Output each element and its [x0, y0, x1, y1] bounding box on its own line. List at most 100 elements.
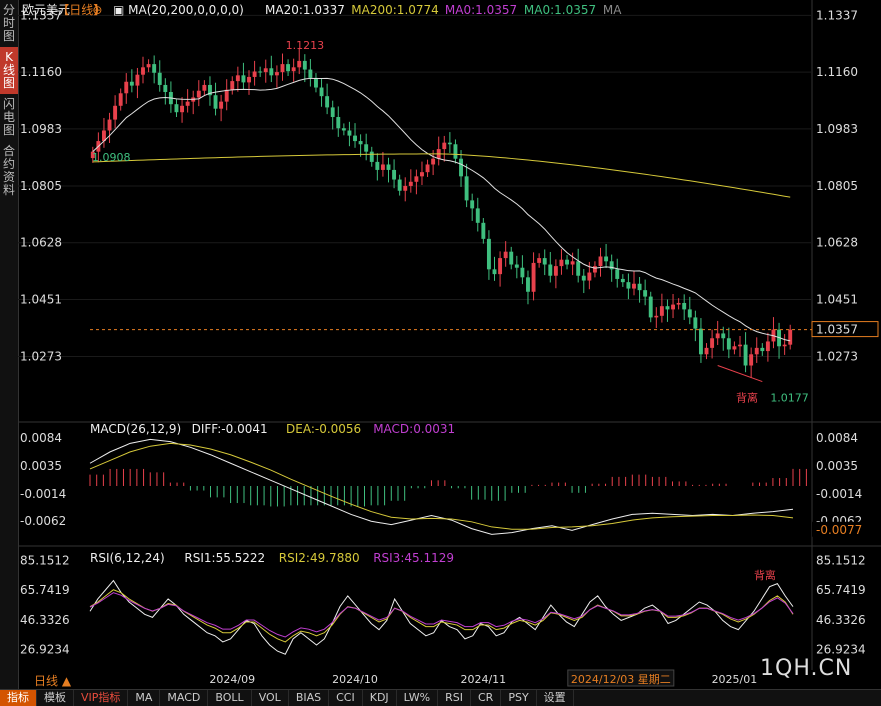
- candle-body: [157, 72, 162, 85]
- toolbar-button[interactable]: VIP指标: [74, 690, 129, 706]
- toolbar-button[interactable]: 设置: [537, 690, 574, 706]
- sidebar-tab[interactable]: 合约资料: [2, 144, 15, 197]
- candle-body: [626, 282, 631, 289]
- price-tick-label: 1.0805: [20, 179, 62, 193]
- candle-body: [671, 304, 675, 310]
- candle-body: [514, 264, 519, 268]
- rsi-tick-label: 26.9234: [816, 643, 866, 657]
- price-header-item: ▣ MA(20,200,0,0,0,0): [113, 3, 244, 17]
- candle-body: [219, 101, 224, 109]
- candle-body: [380, 164, 385, 170]
- candle-body: [604, 256, 609, 262]
- candle-body: [565, 259, 569, 265]
- sidebar-tab[interactable]: 闪电图: [2, 97, 15, 137]
- toolbar-button[interactable]: MA: [128, 690, 161, 706]
- candle-body: [252, 71, 257, 77]
- toolbar-button[interactable]: BIAS: [289, 690, 330, 706]
- toolbar-button[interactable]: LW%: [397, 690, 439, 706]
- candle-body: [330, 107, 335, 118]
- candle-body: [676, 302, 681, 305]
- candle-body: [637, 283, 642, 291]
- candle-body: [358, 141, 363, 145]
- price-panel: 1.1213 1.0908 1.0177 背离: [90, 39, 812, 404]
- candle-body: [107, 119, 112, 131]
- macd-header-item: MACD:0.0031: [373, 422, 455, 436]
- toolbar-button[interactable]: RSI: [438, 690, 471, 706]
- rsi-tick-label: 65.7419: [816, 583, 866, 597]
- rsi-header-item: RSI3:45.1129: [373, 551, 454, 565]
- candle-body: [196, 90, 201, 98]
- candle-body: [531, 262, 536, 292]
- chart-canvas[interactable]: 1.1213 1.0908 1.0177 背离 背离 1.1337 1.1337 1.11…: [18, 0, 881, 689]
- candle-body: [235, 75, 240, 82]
- low-annotation: 1.0177: [770, 391, 809, 404]
- candle-body: [609, 261, 614, 270]
- candle-body: [682, 302, 687, 310]
- candle-body: [208, 84, 212, 96]
- macd-panel: [89, 438, 807, 535]
- candle-body: [247, 76, 251, 83]
- rsi-tick-label: 85.1512: [816, 553, 866, 567]
- current-price-label: 1.0357: [816, 323, 858, 337]
- toolbar-button[interactable]: VOL: [252, 690, 289, 706]
- toolbar-button[interactable]: MACD: [160, 690, 209, 706]
- candle-body: [665, 306, 670, 310]
- candle-body: [743, 344, 748, 366]
- candle-body: [537, 258, 542, 263]
- candle-body: [353, 135, 357, 142]
- rsi-header-item: RSI2:49.7880: [279, 551, 360, 565]
- candle-body: [152, 64, 157, 73]
- price-tick-label: 1.0983: [816, 122, 858, 136]
- macd-current-box: [812, 521, 878, 537]
- toolbar-button[interactable]: CCI: [329, 690, 363, 706]
- candle-body: [492, 269, 497, 275]
- toolbar-button[interactable]: 模板: [37, 690, 74, 706]
- candle-body: [698, 328, 703, 355]
- toolbar-button[interactable]: 指标: [0, 690, 37, 706]
- grid: [18, 0, 881, 670]
- candle-body: [392, 169, 397, 180]
- date-label: 2024/10: [332, 673, 378, 686]
- candle-body: [620, 278, 625, 283]
- price-header-item: MA: [603, 3, 622, 17]
- candle-body: [141, 67, 145, 75]
- candle-body: [425, 164, 430, 173]
- period-label[interactable]: 日线 ▲: [34, 674, 72, 688]
- candle-body: [397, 179, 402, 191]
- toolbar-button[interactable]: BOLL: [208, 690, 252, 706]
- candle-body: [336, 117, 341, 129]
- divergence-annotation: 背离: [736, 390, 758, 404]
- candle-body: [486, 238, 491, 270]
- candle-body: [431, 158, 436, 165]
- candle-body: [542, 258, 547, 265]
- toolbar-button[interactable]: KDJ: [363, 690, 397, 706]
- candle-body: [721, 333, 726, 339]
- candle-body: [319, 87, 324, 97]
- rsi-tick-label: 46.3326: [816, 613, 866, 627]
- date-label: 2025/01: [712, 673, 758, 686]
- toolbar-button[interactable]: PSY: [501, 690, 537, 706]
- candle-body: [364, 144, 369, 152]
- candle-body: [280, 64, 285, 73]
- candle-body: [738, 344, 742, 347]
- candle-body: [101, 130, 106, 142]
- candle-body: [592, 266, 597, 273]
- sidebar-tab[interactable]: 分时图: [2, 3, 15, 43]
- candle-body: [509, 251, 514, 265]
- ma200-line: [92, 153, 791, 198]
- candle-body: [732, 346, 737, 350]
- price-tick-label: 1.0983: [20, 122, 62, 136]
- candle-body: [325, 96, 330, 108]
- price-tick-label: 1.1337: [816, 8, 858, 22]
- toolbar-button[interactable]: CR: [471, 690, 502, 706]
- rsi-header-item: RSI1:55.5222: [184, 551, 265, 565]
- candle-body: [113, 105, 118, 120]
- candle-body: [643, 290, 648, 297]
- candle-body: [341, 128, 346, 131]
- candle-body: [263, 68, 268, 73]
- candle-body: [124, 81, 129, 94]
- rsi3-line: [89, 592, 794, 638]
- candle-body: [386, 164, 391, 170]
- rsi-tick-label: 26.9234: [20, 643, 70, 657]
